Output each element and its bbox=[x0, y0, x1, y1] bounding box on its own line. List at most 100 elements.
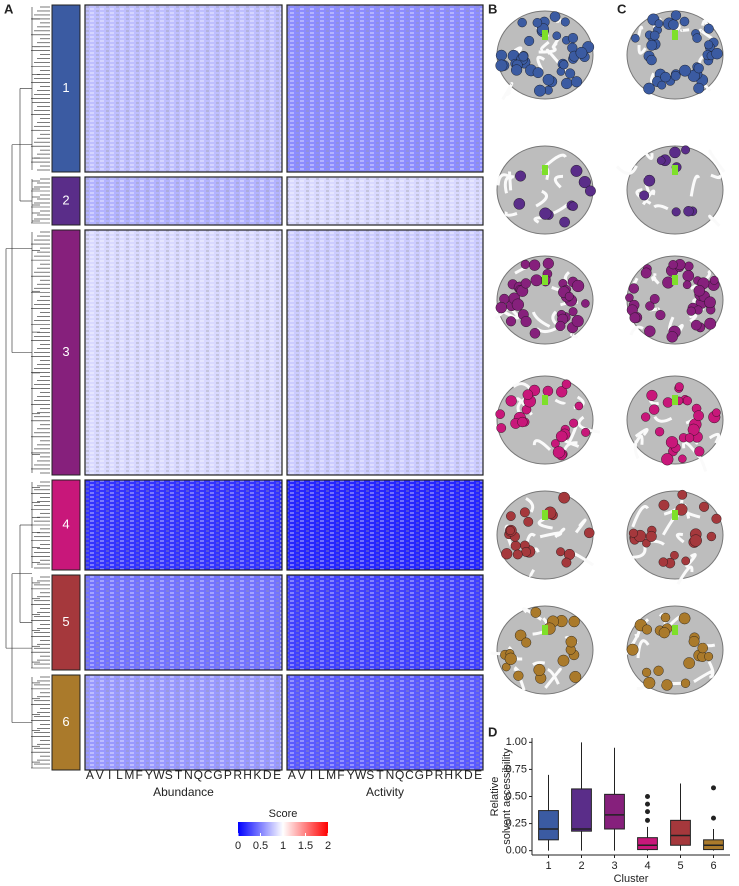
ligand bbox=[672, 30, 678, 40]
protein-ribbon bbox=[536, 55, 546, 71]
cluster-bar bbox=[51, 479, 81, 571]
protein-ribbon bbox=[544, 667, 562, 689]
heatmap-texture bbox=[286, 574, 484, 671]
residue-sphere bbox=[561, 379, 572, 389]
residue-sphere bbox=[523, 516, 534, 527]
residue-sphere bbox=[495, 59, 508, 72]
ligand bbox=[542, 395, 548, 405]
residue-sphere bbox=[682, 270, 695, 282]
cluster-bar bbox=[51, 574, 81, 671]
residue-sphere bbox=[678, 612, 691, 625]
residue-sphere bbox=[575, 46, 588, 59]
colorbar-tick-label: 0.5 bbox=[253, 840, 268, 852]
cluster-bar bbox=[51, 674, 81, 771]
protein-ribbon bbox=[553, 174, 564, 189]
residue-sphere bbox=[687, 69, 700, 82]
residue-sphere bbox=[512, 549, 523, 560]
residue-sphere bbox=[533, 663, 546, 676]
protein-ribbon bbox=[636, 639, 650, 659]
protein-ribbon bbox=[708, 149, 726, 173]
box bbox=[571, 788, 592, 832]
residue-sphere bbox=[704, 652, 714, 661]
protein-ribbon bbox=[708, 432, 721, 444]
x-tick-label: 2 bbox=[578, 860, 584, 872]
protein-ribbon bbox=[701, 19, 709, 26]
residue-sphere bbox=[520, 259, 530, 269]
residue-sphere bbox=[578, 176, 591, 189]
residue-sphere bbox=[496, 423, 507, 433]
residue-sphere bbox=[681, 556, 691, 566]
residue-sphere bbox=[675, 503, 688, 516]
residue-sphere bbox=[524, 35, 535, 46]
protein-ribbon bbox=[644, 152, 654, 161]
box bbox=[637, 837, 658, 851]
residue-sphere bbox=[528, 259, 541, 271]
residue-sphere bbox=[661, 453, 674, 466]
column-label: H bbox=[243, 768, 252, 782]
colorbar bbox=[238, 822, 328, 836]
column-label: Q bbox=[395, 768, 404, 782]
residue-sphere bbox=[683, 657, 695, 669]
column-label: V bbox=[96, 768, 104, 782]
residue-sphere bbox=[501, 548, 513, 560]
column-label: M bbox=[124, 768, 134, 782]
column-label: P bbox=[224, 768, 232, 782]
x-tick-label: 6 bbox=[710, 860, 716, 872]
box bbox=[538, 810, 559, 841]
protein-ribbon bbox=[631, 504, 650, 528]
x-tick-label: 4 bbox=[644, 860, 650, 872]
column-label: Y bbox=[145, 768, 153, 782]
residue-sphere bbox=[693, 82, 705, 94]
ligand bbox=[672, 165, 678, 175]
residue-sphere bbox=[674, 382, 684, 392]
residue-sphere bbox=[640, 267, 652, 279]
column-label: E bbox=[273, 768, 281, 782]
residue-sphere bbox=[505, 526, 515, 535]
residue-sphere bbox=[552, 31, 562, 41]
residue-sphere bbox=[646, 39, 658, 51]
residue-sphere bbox=[561, 557, 572, 568]
residue-sphere bbox=[521, 547, 531, 557]
residue-sphere bbox=[568, 307, 578, 317]
protein-ribbon bbox=[501, 81, 514, 101]
residue-sphere bbox=[495, 409, 505, 419]
column-label: E bbox=[474, 768, 482, 782]
heatmap-texture bbox=[286, 479, 484, 571]
protein-ribbon bbox=[651, 276, 660, 285]
y-tick-label: 0.25 bbox=[506, 817, 527, 829]
residue-sphere bbox=[552, 446, 565, 459]
residue-sphere bbox=[626, 643, 639, 656]
protein-ribbon bbox=[505, 86, 513, 97]
residue-sphere bbox=[679, 64, 691, 77]
residue-sphere bbox=[501, 662, 511, 672]
protein-ribbon bbox=[708, 214, 721, 227]
column-label: D bbox=[464, 768, 473, 782]
protein-ribbon bbox=[569, 332, 579, 339]
ligand bbox=[542, 30, 548, 40]
residue-sphere bbox=[669, 146, 681, 159]
residue-sphere bbox=[530, 274, 543, 287]
y-axis-title: Relative bbox=[489, 777, 501, 817]
protein-ribbon bbox=[688, 313, 698, 323]
residue-sphere bbox=[513, 198, 526, 210]
protein-ribbon bbox=[539, 531, 563, 539]
residue-sphere bbox=[656, 156, 666, 165]
residue-sphere bbox=[529, 328, 541, 339]
protein-ribbon bbox=[533, 216, 542, 224]
residue-sphere bbox=[584, 527, 595, 539]
residue-sphere bbox=[581, 427, 591, 437]
residue-sphere bbox=[519, 507, 530, 518]
residue-sphere bbox=[711, 513, 722, 524]
protein-ribbon bbox=[535, 189, 548, 208]
panel-label: A bbox=[4, 1, 14, 16]
residue-sphere bbox=[670, 550, 679, 560]
residue-sphere bbox=[530, 607, 542, 618]
colorbar-tick-label: 1.5 bbox=[298, 840, 313, 852]
x-tick-label: 1 bbox=[545, 860, 551, 872]
residue-sphere bbox=[687, 423, 700, 436]
residue-sphere bbox=[670, 10, 682, 21]
heatmap-texture bbox=[84, 479, 283, 571]
residue-sphere bbox=[684, 261, 694, 271]
protein-ribbon bbox=[547, 668, 560, 685]
residue-sphere bbox=[662, 397, 674, 408]
